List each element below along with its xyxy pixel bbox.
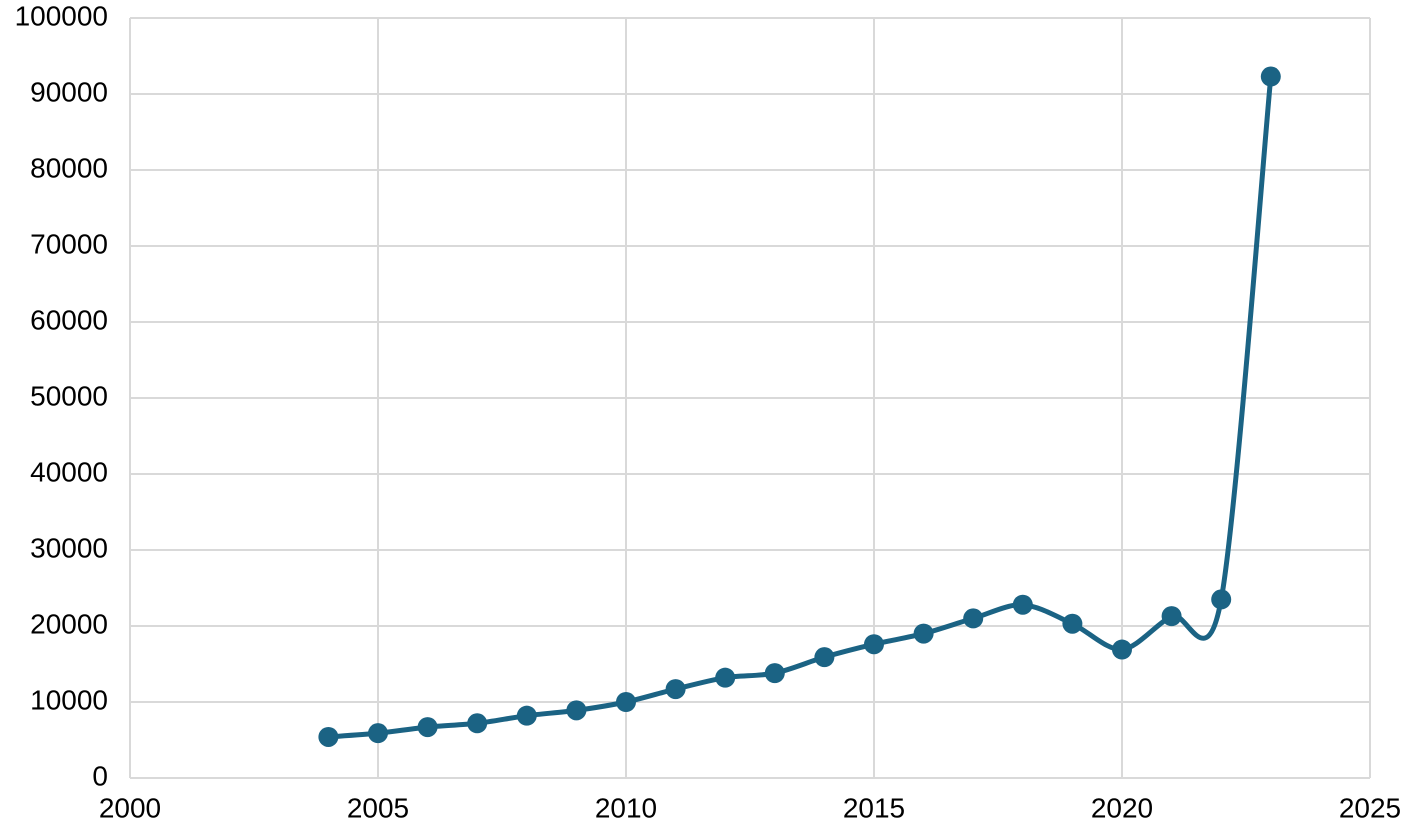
y-tick-label: 50000 <box>30 380 108 411</box>
data-point <box>715 667 736 688</box>
data-point <box>368 723 388 744</box>
y-tick-label: 90000 <box>30 76 108 107</box>
data-point <box>1012 594 1033 615</box>
data-point <box>665 679 686 700</box>
grid <box>129 17 1371 778</box>
y-tick-label: 80000 <box>30 152 108 183</box>
y-axis-tick-labels: 0 10000 20000 30000 40000 50000 60000 70000 8000… <box>15 0 108 791</box>
data-point <box>963 608 984 629</box>
data-point <box>814 647 835 668</box>
x-tick-label: 2020 <box>1091 792 1153 823</box>
series-line <box>325 74 1274 740</box>
y-tick-label: 30000 <box>30 532 108 563</box>
series-layer <box>318 66 1281 747</box>
y-tick-label: 70000 <box>30 228 108 259</box>
data-point <box>516 705 537 726</box>
data-point <box>913 623 934 644</box>
data-point <box>1161 606 1182 627</box>
y-tick-label: 20000 <box>30 608 108 639</box>
data-point <box>318 726 339 747</box>
x-tick-label: 2025 <box>1339 792 1401 823</box>
data-point <box>764 663 785 684</box>
y-tick-label: 100000 <box>15 0 108 31</box>
data-point <box>1112 639 1132 660</box>
data-point <box>1260 66 1281 87</box>
data-point <box>864 634 884 655</box>
y-tick-label: 60000 <box>30 304 108 335</box>
data-point <box>467 713 488 734</box>
data-point <box>566 700 587 721</box>
axes <box>129 18 1370 779</box>
x-tick-label: 2000 <box>99 792 161 823</box>
data-point <box>1211 589 1232 610</box>
data-point <box>616 692 636 712</box>
x-tick-label: 2015 <box>843 792 905 823</box>
x-axis-tick-labels: 2000 2005 2010 2015 2020 2025 <box>99 792 1401 823</box>
y-tick-label: 0 <box>92 760 108 791</box>
y-tick-label: 40000 <box>30 456 108 487</box>
data-point <box>417 717 438 738</box>
x-tick-label: 2005 <box>347 792 409 823</box>
data-point <box>1062 613 1083 634</box>
x-tick-label: 2010 <box>595 792 657 823</box>
y-tick-label: 10000 <box>30 684 108 715</box>
